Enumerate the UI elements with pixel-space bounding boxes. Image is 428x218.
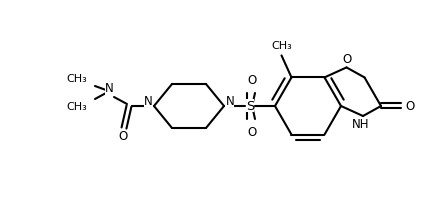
Text: NH: NH: [352, 119, 370, 131]
Text: CH₃: CH₃: [67, 74, 87, 84]
Text: O: O: [247, 73, 257, 87]
Text: N: N: [104, 82, 113, 94]
Text: O: O: [405, 99, 415, 112]
Text: O: O: [343, 53, 352, 66]
Text: O: O: [247, 126, 257, 138]
Text: S: S: [246, 99, 254, 112]
Text: O: O: [119, 131, 128, 143]
Text: CH₃: CH₃: [271, 41, 292, 51]
Text: N: N: [144, 94, 152, 107]
Text: CH₃: CH₃: [67, 102, 87, 112]
Text: N: N: [226, 94, 235, 107]
